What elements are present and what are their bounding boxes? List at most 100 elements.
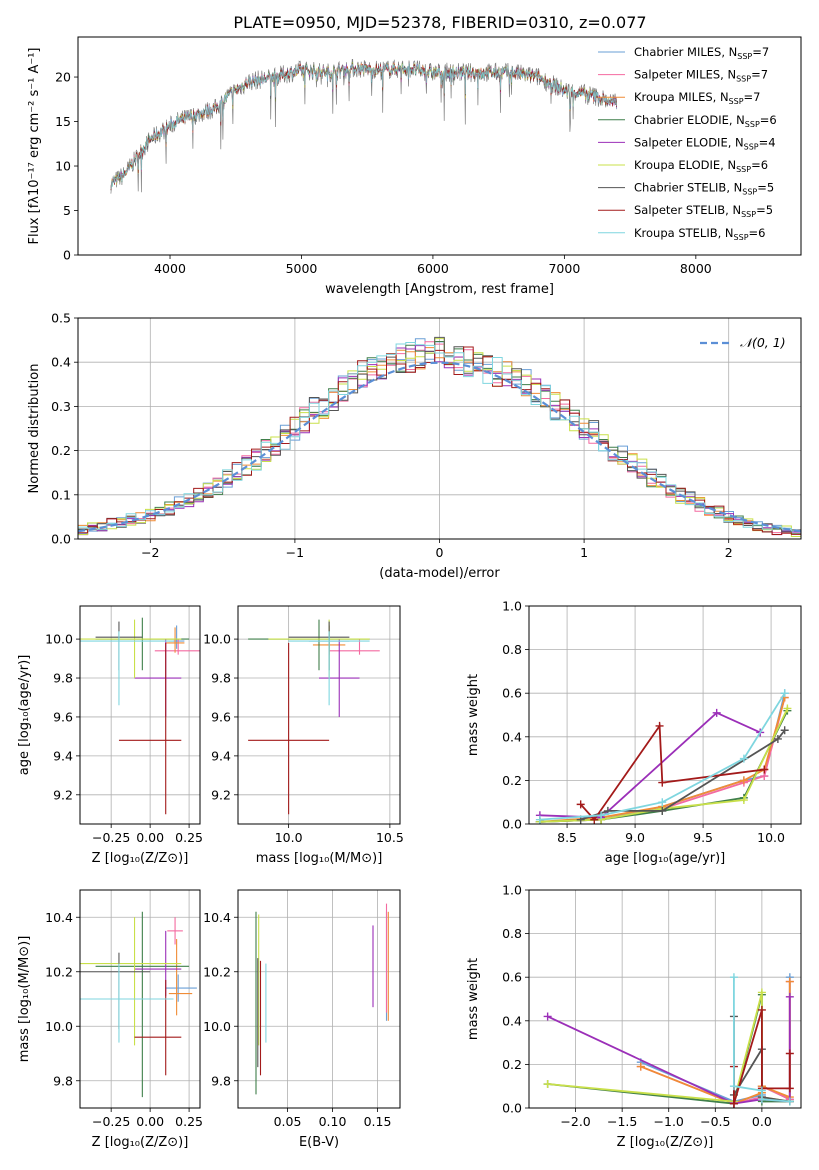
axes-frame bbox=[237, 605, 401, 825]
weight-marker bbox=[773, 734, 782, 743]
x-tick-label: 7000 bbox=[548, 261, 580, 276]
histogram-salpeter-elodie bbox=[78, 345, 801, 536]
weight-marker bbox=[729, 1099, 738, 1108]
axes-frame bbox=[79, 889, 201, 1109]
errorbar-salpeter-stelib bbox=[134, 979, 182, 1076]
weight-line-salpeter-stelib bbox=[733, 1009, 791, 1104]
x-tick-label: 9.0 bbox=[625, 830, 645, 845]
plot-area bbox=[255, 903, 389, 1095]
panel-mass_vs_Z: −0.25 0.00 0.25 9.8 10.0 10.2 10.4 Z [log₁₀(Z/Z… bbox=[17, 889, 203, 1150]
weight-marker bbox=[712, 708, 721, 717]
weight-marker bbox=[757, 1005, 766, 1014]
y-tick-label: 15 bbox=[55, 114, 71, 129]
plot-area bbox=[535, 689, 792, 824]
errorbar-kroupa-elodie bbox=[80, 917, 182, 1046]
x-axis-label: age [log₁₀(age/yr)] bbox=[605, 851, 726, 866]
y-tick-label: 0.0 bbox=[502, 1101, 522, 1116]
weight-marker bbox=[757, 1095, 766, 1104]
y-tick-label: 0.2 bbox=[502, 773, 522, 788]
histogram-chabrier-stelib bbox=[78, 336, 801, 533]
weight-marker bbox=[783, 704, 792, 713]
weight-marker bbox=[739, 776, 748, 785]
x-tick-label: 6000 bbox=[417, 261, 449, 276]
panel-spectrum: 4000 5000 6000 7000 8000 0 5 10 15 20 wavelength [… bbox=[27, 36, 802, 297]
y-tick-label: 10 bbox=[55, 159, 71, 174]
legend-label: Salpeter ELODIE, NSSP=4 bbox=[634, 135, 776, 151]
x-axis-label: Z [log₁₀(Z/Z⊙)] bbox=[92, 851, 189, 866]
y-axis-label: mass [log₁₀(M/M⊙)] bbox=[17, 936, 32, 1063]
weight-marker bbox=[576, 800, 585, 809]
errorbar-salpeter-miles bbox=[154, 639, 200, 655]
axes-frame bbox=[237, 889, 401, 1109]
y-axis-label: age [log₁₀(age/yr)] bbox=[17, 655, 32, 776]
legend-label: 𝒩(0, 1) bbox=[740, 335, 786, 350]
axes-frame bbox=[79, 605, 201, 825]
weight-marker bbox=[757, 988, 766, 997]
x-tick-label: 0.00 bbox=[136, 830, 164, 845]
panel-age_vs_Z: −0.25 0.00 0.25 9.2 9.4 9.6 9.8 10.0 Z [log₁₀(Z/… bbox=[17, 605, 203, 866]
y-tick-label: 1.0 bbox=[502, 883, 522, 898]
y-tick-label: 0.4 bbox=[51, 355, 71, 370]
errorbar-kroupa-miles bbox=[165, 627, 185, 653]
y-tick-label: 0.6 bbox=[502, 970, 522, 985]
legend-label: Chabrier STELIB, NSSP=5 bbox=[634, 181, 774, 197]
x-axis-label: Z [log₁₀(Z/Z⊙)] bbox=[617, 1135, 714, 1150]
normal-curve bbox=[78, 361, 801, 533]
x-tick-label: 5000 bbox=[286, 261, 318, 276]
weight-marker bbox=[780, 689, 789, 698]
legend-item-kroupa-miles: Kroupa MILES, NSSP=7 bbox=[598, 90, 760, 106]
y-tick-label: 5 bbox=[63, 203, 71, 218]
weight-marker bbox=[729, 1082, 738, 1091]
errorbar-kroupa-stelib bbox=[80, 631, 174, 706]
weight-marker bbox=[597, 811, 606, 820]
legend-label: Salpeter MILES, NSSP=7 bbox=[634, 68, 768, 84]
y-tick-label: 9.6 bbox=[211, 709, 231, 724]
histogram-chabrier-elodie bbox=[78, 341, 801, 535]
y-tick-label: 10.4 bbox=[45, 910, 73, 925]
weight-marker bbox=[658, 778, 667, 787]
figure-title: PLATE=0950, MJD=52378, FIBERID=0310, z=0… bbox=[233, 13, 646, 32]
weight-line-salpeter-elodie bbox=[539, 711, 761, 819]
errorbar-salpeter-miles bbox=[329, 639, 380, 655]
weight-marker bbox=[729, 973, 738, 982]
y-tick-label: 0.0 bbox=[51, 532, 71, 547]
weight-marker bbox=[785, 977, 794, 986]
weight-marker bbox=[757, 1086, 766, 1095]
plot-area bbox=[78, 336, 801, 537]
axes-frame bbox=[528, 605, 802, 825]
weight-marker bbox=[760, 765, 769, 774]
weight-marker bbox=[785, 992, 794, 1001]
weight-marker bbox=[780, 726, 789, 735]
y-tick-label: 9.8 bbox=[53, 1073, 73, 1088]
axes-frame bbox=[77, 317, 802, 540]
y-tick-label: 0.8 bbox=[502, 926, 522, 941]
legend-item-chabrier-elodie: Chabrier ELODIE, NSSP=6 bbox=[598, 113, 777, 129]
x-tick-label: 0.10 bbox=[319, 1114, 347, 1129]
x-tick-label: 4000 bbox=[154, 261, 186, 276]
plot-area bbox=[110, 59, 618, 194]
x-axis-label: mass [log₁₀(M/M⊙)] bbox=[256, 851, 383, 866]
x-axis-label: E(B-V) bbox=[299, 1135, 339, 1150]
x-tick-label: 0 bbox=[436, 545, 444, 560]
y-axis-label: Normed distribution bbox=[27, 364, 42, 494]
x-tick-label: 0.0 bbox=[752, 1114, 772, 1129]
x-axis-label: (data-model)/error bbox=[379, 566, 500, 581]
weight-marker bbox=[785, 1049, 794, 1058]
weight-marker bbox=[739, 754, 748, 763]
panel-weight_vs_Z: −2.0 −1.5 −1.0 −0.5 0.0 0.0 0.2 0.4 0.6 0.8 1.0 Z [… bbox=[466, 883, 802, 1150]
legend-item-salpeter-stelib: Salpeter STELIB, NSSP=5 bbox=[598, 203, 773, 219]
y-tick-label: 9.2 bbox=[53, 787, 73, 802]
y-tick-label: 1.0 bbox=[502, 599, 522, 614]
x-tick-label: 0.05 bbox=[274, 1114, 302, 1129]
y-tick-label: 0.6 bbox=[502, 686, 522, 701]
y-tick-label: 0.3 bbox=[51, 399, 71, 414]
weight-marker bbox=[543, 1012, 552, 1021]
y-axis-label: mass weight bbox=[466, 958, 481, 1040]
y-tick-label: 9.8 bbox=[53, 671, 73, 686]
panel-residuals: −2 −1 0 1 2 0.0 0.1 0.2 0.3 0.4 0.5 (data-model)/er… bbox=[27, 311, 802, 581]
weight-marker bbox=[535, 815, 544, 824]
x-tick-label: 0.25 bbox=[175, 1114, 203, 1129]
legend-item-chabrier-stelib: Chabrier STELIB, NSSP=5 bbox=[598, 181, 774, 197]
x-tick-label: 10.0 bbox=[275, 830, 303, 845]
legend-item-salpeter-elodie: Salpeter ELODIE, NSSP=4 bbox=[598, 135, 776, 151]
